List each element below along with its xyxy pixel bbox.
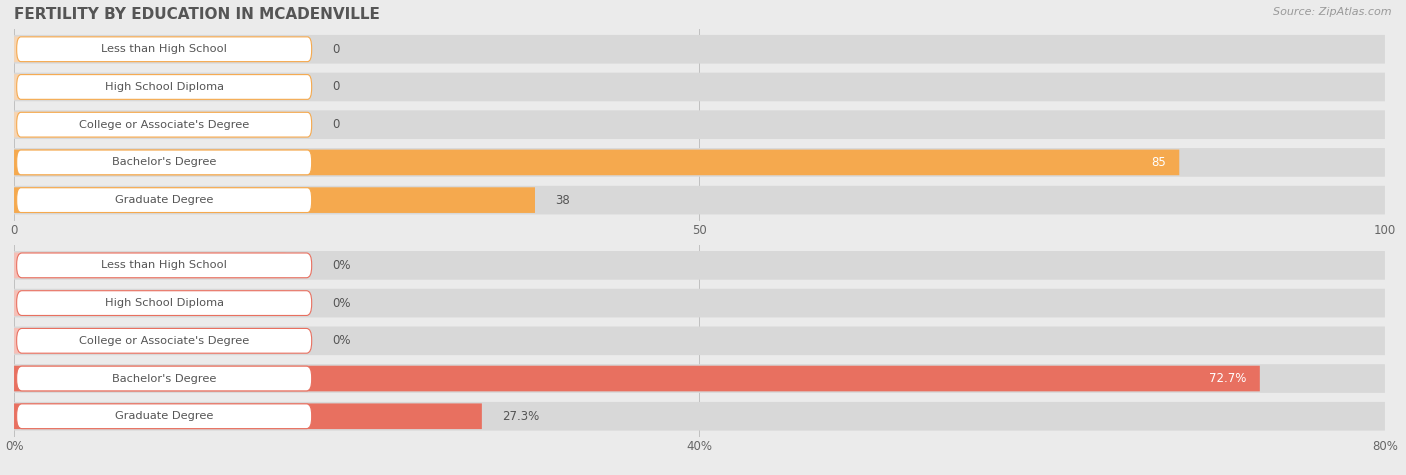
FancyBboxPatch shape: [14, 251, 1385, 280]
FancyBboxPatch shape: [17, 188, 312, 212]
FancyBboxPatch shape: [14, 402, 1385, 430]
FancyBboxPatch shape: [14, 187, 534, 213]
FancyBboxPatch shape: [14, 74, 285, 100]
Text: 0%: 0%: [332, 296, 350, 310]
Text: 0: 0: [332, 118, 339, 131]
Text: 0%: 0%: [332, 334, 350, 347]
FancyBboxPatch shape: [14, 37, 285, 62]
Text: College or Associate's Degree: College or Associate's Degree: [79, 336, 249, 346]
FancyBboxPatch shape: [17, 150, 312, 175]
FancyBboxPatch shape: [17, 112, 312, 137]
FancyBboxPatch shape: [17, 253, 312, 278]
FancyBboxPatch shape: [17, 366, 312, 391]
FancyBboxPatch shape: [14, 403, 482, 429]
Text: Graduate Degree: Graduate Degree: [115, 411, 214, 421]
FancyBboxPatch shape: [17, 75, 312, 99]
Text: Less than High School: Less than High School: [101, 260, 228, 270]
FancyBboxPatch shape: [14, 326, 1385, 355]
FancyBboxPatch shape: [14, 253, 285, 278]
FancyBboxPatch shape: [17, 328, 312, 353]
Text: Less than High School: Less than High School: [101, 44, 228, 54]
FancyBboxPatch shape: [14, 110, 1385, 139]
FancyBboxPatch shape: [17, 404, 312, 428]
Text: Graduate Degree: Graduate Degree: [115, 195, 214, 205]
Text: 72.7%: 72.7%: [1209, 372, 1246, 385]
FancyBboxPatch shape: [14, 290, 285, 316]
Text: FERTILITY BY EDUCATION IN MCADENVILLE: FERTILITY BY EDUCATION IN MCADENVILLE: [14, 7, 380, 22]
FancyBboxPatch shape: [14, 73, 1385, 101]
Text: 0%: 0%: [332, 259, 350, 272]
Text: 38: 38: [555, 194, 571, 207]
FancyBboxPatch shape: [14, 186, 1385, 215]
FancyBboxPatch shape: [17, 37, 312, 62]
FancyBboxPatch shape: [14, 112, 285, 138]
Text: Bachelor's Degree: Bachelor's Degree: [112, 157, 217, 167]
FancyBboxPatch shape: [14, 35, 1385, 64]
Text: 85: 85: [1152, 156, 1166, 169]
Text: 27.3%: 27.3%: [502, 410, 540, 423]
FancyBboxPatch shape: [14, 289, 1385, 317]
Text: Source: ZipAtlas.com: Source: ZipAtlas.com: [1274, 7, 1392, 17]
Text: 0: 0: [332, 43, 339, 56]
FancyBboxPatch shape: [14, 148, 1385, 177]
Text: High School Diploma: High School Diploma: [104, 82, 224, 92]
FancyBboxPatch shape: [17, 291, 312, 315]
FancyBboxPatch shape: [14, 366, 1260, 391]
Text: College or Associate's Degree: College or Associate's Degree: [79, 120, 249, 130]
FancyBboxPatch shape: [14, 328, 285, 353]
Text: Bachelor's Degree: Bachelor's Degree: [112, 373, 217, 383]
Text: High School Diploma: High School Diploma: [104, 298, 224, 308]
Text: 0: 0: [332, 80, 339, 94]
FancyBboxPatch shape: [14, 150, 1180, 175]
FancyBboxPatch shape: [14, 364, 1385, 393]
